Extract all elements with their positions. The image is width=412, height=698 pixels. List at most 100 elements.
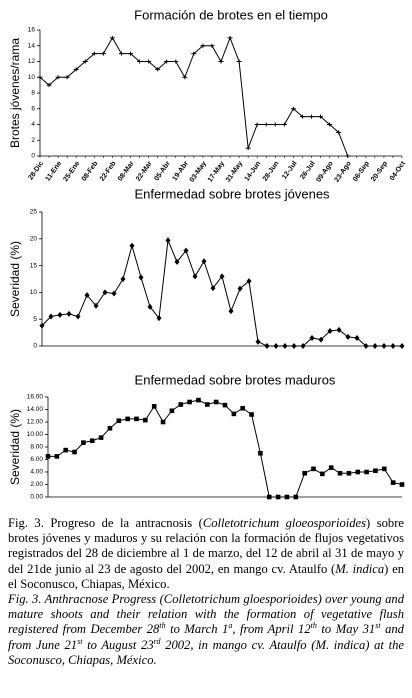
point [381, 343, 387, 349]
point [66, 310, 72, 317]
point [37, 75, 43, 80]
point [84, 292, 90, 299]
point [345, 333, 351, 340]
point [200, 43, 206, 48]
point [129, 242, 135, 249]
point [336, 326, 342, 333]
point [311, 466, 316, 472]
y-tick-label: 8 [31, 90, 35, 97]
point [346, 470, 352, 476]
caption-sup: th [310, 621, 317, 631]
point [237, 285, 243, 292]
point [320, 471, 325, 477]
caption-sup: st [77, 636, 83, 646]
point [143, 417, 148, 423]
point [390, 480, 396, 485]
caption-sup: rd [153, 636, 161, 646]
point [191, 51, 197, 56]
point [209, 43, 215, 48]
x-tick-label: 23-Ago [334, 160, 353, 183]
y-tick-label: 2.00 [30, 481, 43, 488]
point [82, 59, 88, 64]
point [272, 122, 278, 127]
caption-text: Colletotrichum gloeosporioides [202, 516, 367, 530]
x-tick-label: 28-Jun [262, 160, 281, 182]
caption-text: to August 23 [82, 637, 154, 652]
point [116, 418, 122, 424]
point [45, 454, 51, 459]
y-tick-label: 0 [33, 343, 37, 350]
point [46, 83, 52, 88]
y-tick-label: 25 [30, 209, 38, 216]
point [196, 397, 201, 403]
y-tick-label: 14.00 [27, 406, 44, 413]
point [134, 416, 139, 422]
point [372, 343, 378, 349]
point [64, 75, 70, 80]
y-tick-label: 10.00 [27, 431, 44, 438]
caption-text: 2002, in mango cv. Ataulfo (M. indica) a… [8, 637, 405, 667]
point [291, 343, 297, 349]
point [363, 343, 369, 349]
point [218, 59, 224, 64]
point [293, 494, 299, 500]
point [187, 399, 192, 405]
point [165, 237, 171, 244]
y-axis-label: Severidad (%) [8, 409, 22, 485]
point [231, 411, 237, 417]
point [328, 465, 334, 470]
point [264, 343, 270, 349]
point [222, 402, 228, 408]
point [109, 35, 115, 40]
y-tick-label: 0 [31, 153, 35, 160]
point [309, 114, 314, 119]
caption-text: to March 1 [165, 622, 229, 637]
caption: Fig. 3. Progreso de la antracnosis (Coll… [8, 516, 404, 668]
caption-spanish: Fig. 3. Progreso de la antracnosis (Coll… [8, 516, 404, 592]
point [281, 122, 287, 127]
y-tick-label: 14 [28, 42, 36, 49]
x-tick-label: 19-Abr [171, 160, 190, 182]
point [327, 122, 333, 127]
point [254, 122, 260, 127]
chart-title: Formación de brotes en el tiempo [134, 7, 328, 22]
point [55, 75, 61, 80]
y-tick-label: 16.00 [27, 394, 44, 401]
y-tick-label: 4.00 [30, 469, 43, 476]
caption-text: to May 31 [316, 622, 376, 637]
point [156, 315, 162, 322]
point [219, 273, 225, 280]
point [337, 470, 343, 476]
point [48, 313, 54, 320]
point [146, 59, 152, 64]
point [75, 313, 81, 320]
series-line [41, 238, 402, 347]
caption-text: and from June 21 [8, 622, 404, 652]
point [182, 75, 188, 80]
point [266, 494, 272, 500]
caption-text: ) sobre brotes jóvenes y maduros y su re… [8, 516, 404, 576]
point [192, 273, 198, 280]
y-tick-label: 6.00 [30, 456, 43, 463]
point [93, 302, 99, 309]
point [240, 405, 245, 411]
y-tick-label: 4 [31, 121, 35, 128]
x-tick-label: 06-Sep [352, 160, 371, 183]
point [290, 106, 296, 111]
point [118, 51, 124, 56]
x-tick-label: 31-May [225, 160, 244, 184]
point [155, 67, 161, 72]
point [183, 247, 189, 254]
point [137, 59, 143, 64]
point [201, 258, 207, 265]
point [100, 51, 106, 56]
caption-sup: th [159, 621, 166, 631]
y-axis-label: Brotes jóvenes/rama [8, 38, 22, 148]
point [54, 454, 60, 459]
x-tick-label: 22-Mar [135, 160, 154, 183]
point [246, 278, 252, 285]
point [273, 343, 279, 349]
x-tick-label: 20-Sep [370, 160, 389, 183]
point [147, 303, 153, 310]
point [120, 276, 126, 282]
